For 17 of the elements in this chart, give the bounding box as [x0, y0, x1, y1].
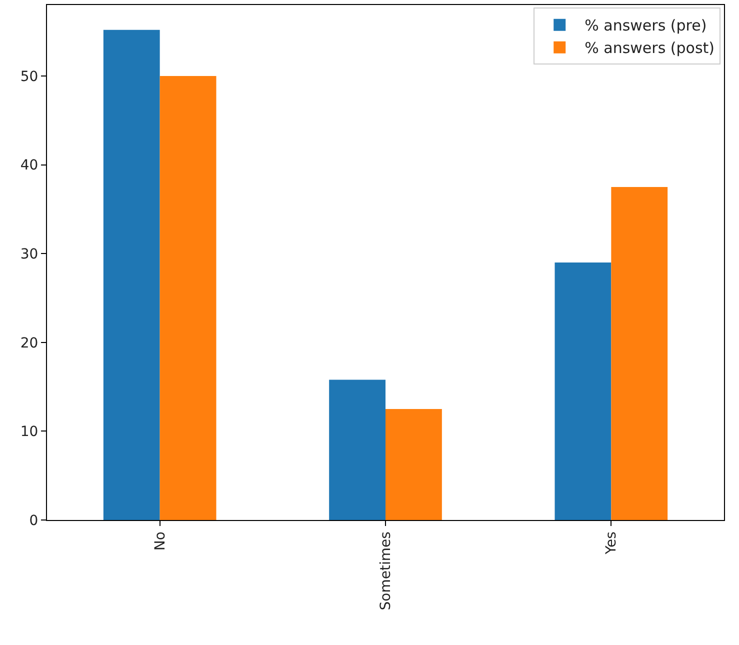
y-tick-label: 30 [20, 246, 38, 263]
y-tick-label: 10 [20, 424, 38, 440]
x-tick-label: Sometimes [378, 532, 394, 610]
bar [160, 76, 216, 520]
bar [329, 380, 386, 520]
legend-label: % answers (post) [584, 39, 715, 58]
x-tick-label: No [152, 532, 168, 551]
legend-label: % answers (pre) [584, 16, 707, 35]
bar [554, 262, 612, 520]
y-tick-label: 0 [29, 512, 38, 529]
bar [611, 187, 668, 520]
y-tick-label: 50 [20, 68, 38, 85]
y-tick-label: 20 [20, 335, 38, 352]
bar [386, 409, 442, 520]
x-tick-label: Yes [604, 532, 620, 556]
bar [103, 30, 160, 520]
y-tick-label: 40 [20, 158, 38, 174]
